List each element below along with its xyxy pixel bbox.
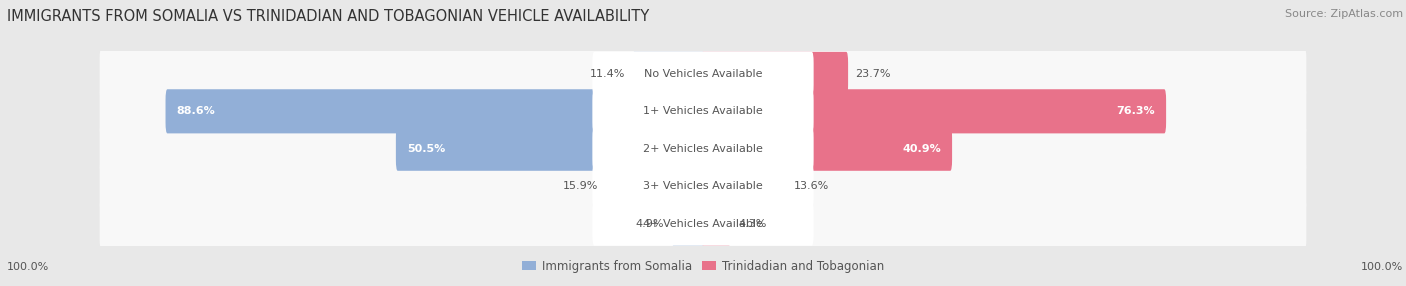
FancyBboxPatch shape	[396, 127, 704, 171]
FancyBboxPatch shape	[702, 127, 952, 171]
FancyBboxPatch shape	[100, 160, 1306, 212]
FancyBboxPatch shape	[592, 89, 814, 133]
Text: No Vehicles Available: No Vehicles Available	[644, 69, 762, 79]
Text: 23.7%: 23.7%	[855, 69, 891, 79]
FancyBboxPatch shape	[633, 52, 704, 96]
FancyBboxPatch shape	[100, 198, 1306, 249]
Text: 4.9%: 4.9%	[636, 219, 664, 229]
FancyBboxPatch shape	[672, 201, 704, 246]
Text: 76.3%: 76.3%	[1116, 106, 1156, 116]
Text: 100.0%: 100.0%	[7, 262, 49, 272]
Text: 1+ Vehicles Available: 1+ Vehicles Available	[643, 106, 763, 116]
Text: IMMIGRANTS FROM SOMALIA VS TRINIDADIAN AND TOBAGONIAN VEHICLE AVAILABILITY: IMMIGRANTS FROM SOMALIA VS TRINIDADIAN A…	[7, 9, 650, 23]
FancyBboxPatch shape	[592, 201, 814, 246]
Text: 50.5%: 50.5%	[406, 144, 446, 154]
Text: 11.4%: 11.4%	[589, 69, 626, 79]
FancyBboxPatch shape	[702, 52, 848, 96]
Text: 15.9%: 15.9%	[562, 181, 598, 191]
FancyBboxPatch shape	[592, 164, 814, 208]
Text: 2+ Vehicles Available: 2+ Vehicles Available	[643, 144, 763, 154]
FancyBboxPatch shape	[702, 89, 1166, 133]
Text: Source: ZipAtlas.com: Source: ZipAtlas.com	[1285, 9, 1403, 19]
FancyBboxPatch shape	[592, 52, 814, 96]
Text: 4.3%: 4.3%	[738, 219, 766, 229]
Text: 13.6%: 13.6%	[794, 181, 830, 191]
FancyBboxPatch shape	[592, 127, 814, 171]
Text: 40.9%: 40.9%	[903, 144, 941, 154]
Text: 100.0%: 100.0%	[1361, 262, 1403, 272]
Text: 3+ Vehicles Available: 3+ Vehicles Available	[643, 181, 763, 191]
FancyBboxPatch shape	[702, 201, 731, 246]
FancyBboxPatch shape	[100, 86, 1306, 137]
FancyBboxPatch shape	[702, 164, 787, 208]
Text: 88.6%: 88.6%	[176, 106, 215, 116]
FancyBboxPatch shape	[100, 48, 1306, 100]
FancyBboxPatch shape	[605, 164, 704, 208]
Text: 4+ Vehicles Available: 4+ Vehicles Available	[643, 219, 763, 229]
Legend: Immigrants from Somalia, Trinidadian and Tobagonian: Immigrants from Somalia, Trinidadian and…	[517, 255, 889, 277]
FancyBboxPatch shape	[166, 89, 704, 133]
FancyBboxPatch shape	[100, 123, 1306, 174]
